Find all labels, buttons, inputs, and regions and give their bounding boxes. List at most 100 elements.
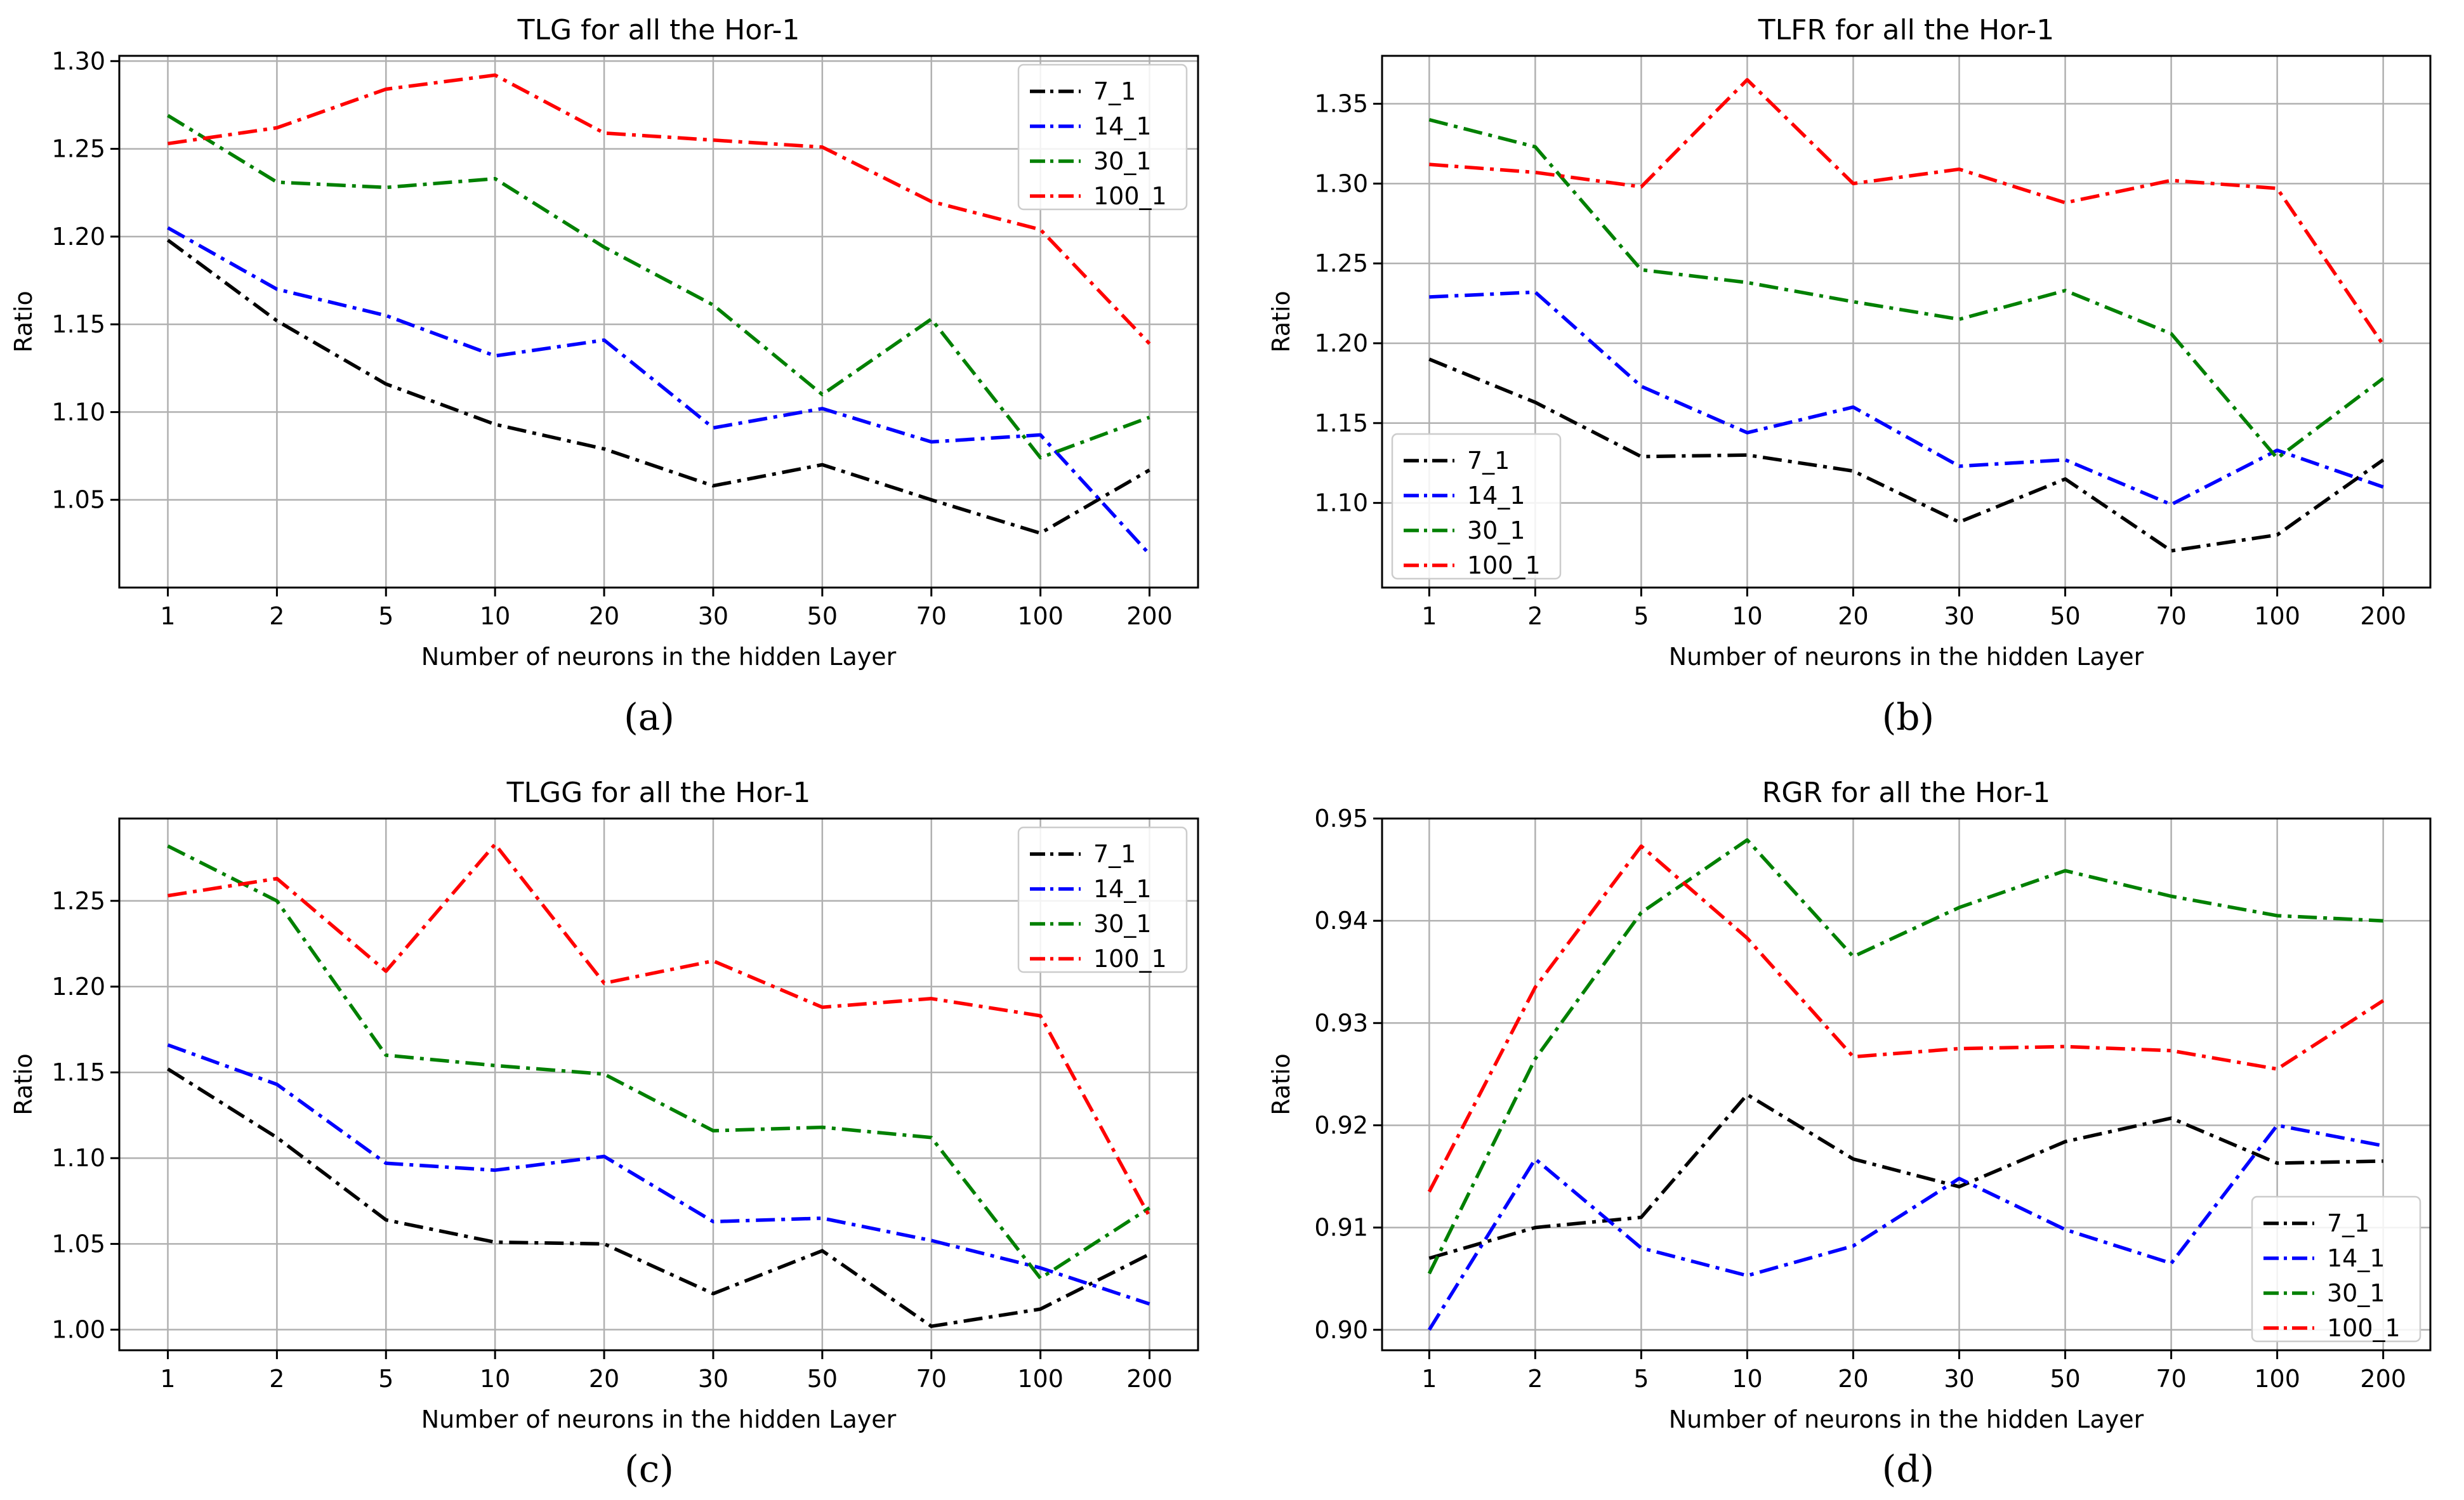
x-tick-label: 5 <box>378 1365 393 1393</box>
legend: 7_1 14_1 30_1 100_1 <box>1017 63 1188 211</box>
y-tick-label: 1.15 <box>51 310 105 338</box>
y-tick-label: 1.25 <box>51 887 105 915</box>
chart-panel-2: 1 2 5 10 20 30 50 70 100 200 1.10 1.15 1.20 1.25 1.30 1… <box>1267 14 2432 739</box>
series-line-100_1 <box>168 842 1151 1218</box>
legend: 7_1 14_1 30_1 100_1 <box>2251 1195 2421 1343</box>
legend-label: 30_1 <box>1093 910 1152 938</box>
panel-label: (d) <box>1882 1447 1934 1490</box>
x-tick-label: 50 <box>807 1365 838 1393</box>
x-tick-label: 10 <box>1732 1365 1762 1393</box>
series-line-7_1 <box>166 239 1150 536</box>
legend-label: 7_1 <box>1093 77 1136 105</box>
x-tick-label: 10 <box>1732 602 1762 630</box>
legend-label: 100_1 <box>1093 945 1167 973</box>
x-tick-label: 100 <box>1017 1365 1064 1393</box>
x-tick-label: 1 <box>160 602 175 630</box>
series-line-100_1 <box>1429 77 2385 346</box>
x-axis-label: Number of neurons in the hidden Layer <box>1669 643 2144 671</box>
legend: 7_1 14_1 30_1 100_1 <box>1017 826 1188 973</box>
x-tick-label: 100 <box>1017 602 1064 630</box>
grid-lines <box>119 56 1198 588</box>
y-tick-label: 1.10 <box>51 1144 105 1172</box>
plot-frame <box>1381 817 2432 1352</box>
y-tick-label: 1.00 <box>51 1316 105 1344</box>
series-line-30_1 <box>167 844 1150 1280</box>
x-tick-label: 30 <box>698 602 728 630</box>
y-tick-label: 1.25 <box>1314 249 1368 277</box>
y-tick-label: 1.35 <box>1314 89 1368 117</box>
legend-label: 14_1 <box>1467 482 1525 510</box>
x-tick-label: 2 <box>1527 1365 1543 1393</box>
legend-box <box>1391 433 1562 580</box>
panel-label: (b) <box>1882 695 1934 739</box>
y-tick-label: 1.05 <box>51 486 105 514</box>
series-line-30_1 <box>1428 118 2385 460</box>
y-tick-label: 0.92 <box>1314 1111 1368 1139</box>
panel-label: (c) <box>624 1447 674 1490</box>
legend-box <box>1017 826 1188 973</box>
y-tick-label: 1.20 <box>51 223 105 251</box>
y-tick-label: 1.10 <box>51 398 105 426</box>
series-line-100_1 <box>168 73 1151 345</box>
y-tick-label: 0.95 <box>1314 805 1368 832</box>
x-tick-label: 5 <box>378 602 393 630</box>
y-tick-label: 1.20 <box>1314 329 1368 357</box>
chart-title: TLGG for all the Hor-1 <box>506 777 811 809</box>
chart-title: TLFR for all the Hor-1 <box>1758 14 2055 46</box>
chart-title: RGR for all the Hor-1 <box>1762 777 2050 809</box>
legend-label: 30_1 <box>1093 147 1152 175</box>
legend-label: 14_1 <box>1093 875 1152 903</box>
series-line-30_1 <box>1427 838 2383 1275</box>
legend-box <box>1017 63 1188 211</box>
legend-label: 100_1 <box>1467 551 1541 579</box>
plot-frame <box>118 55 1199 589</box>
chart-panel-3: 1 2 5 10 20 30 50 70 100 200 1.00 1.05 1.10 1.15 1.20 1… <box>10 777 1199 1490</box>
x-tick-label: 70 <box>2156 1365 2186 1393</box>
y-tick-label: 0.90 <box>1314 1316 1368 1344</box>
x-axis-label: Number of neurons in the hidden Layer <box>1669 1405 2144 1433</box>
x-tick-label: 100 <box>2254 602 2300 630</box>
y-tick-label: 0.94 <box>1314 907 1368 935</box>
panel-label: (a) <box>624 695 675 739</box>
chart-title: TLG for all the Hor-1 <box>517 14 800 46</box>
series-line-14_1 <box>1427 1123 2384 1331</box>
x-axis-label: Number of neurons in the hidden Layer <box>421 1405 897 1433</box>
grid-lines <box>1382 56 2430 588</box>
plot-frame <box>118 817 1199 1352</box>
y-tick-label: 1.15 <box>1314 409 1368 437</box>
legend-box <box>2251 1195 2421 1343</box>
x-tick-label: 1 <box>1421 602 1437 630</box>
y-tick-label: 1.10 <box>1314 489 1368 517</box>
legend-label: 100_1 <box>2327 1314 2401 1342</box>
x-tick-label: 1 <box>1421 1365 1437 1393</box>
x-tick-label: 20 <box>589 1365 619 1393</box>
x-tick-label: 2 <box>269 1365 284 1393</box>
series-line-7_1 <box>167 1067 1150 1328</box>
chart-panel-4: 1 2 5 10 20 30 50 70 100 200 0.90 0.91 0.92 0.93 0.94 0… <box>1267 777 2432 1490</box>
legend-label: 7_1 <box>2327 1209 2369 1237</box>
x-tick-label: 1 <box>160 1365 175 1393</box>
series-line-7_1 <box>1428 1093 2383 1260</box>
series-line-14_1 <box>167 226 1151 556</box>
x-tick-label: 100 <box>2254 1365 2300 1393</box>
x-tick-label: 20 <box>1838 1365 1868 1393</box>
x-tick-label: 10 <box>480 1365 510 1393</box>
grid-lines <box>119 819 1198 1350</box>
y-tick-label: 1.25 <box>51 135 105 163</box>
y-axis-label: Ratio <box>1267 1053 1295 1115</box>
y-tick-label: 1.05 <box>51 1230 105 1258</box>
series-line-14_1 <box>167 1043 1150 1306</box>
x-tick-label: 70 <box>916 1365 947 1393</box>
x-tick-label: 20 <box>1838 602 1868 630</box>
legend: 7_1 14_1 30_1 100_1 <box>1391 433 1562 580</box>
x-tick-label: 5 <box>1633 1365 1649 1393</box>
x-tick-label: 50 <box>807 602 838 630</box>
y-tick-label: 1.30 <box>51 47 105 75</box>
legend-label: 30_1 <box>2327 1279 2385 1307</box>
x-axis-label: Number of neurons in the hidden Layer <box>421 643 897 671</box>
legend-label: 30_1 <box>1467 516 1525 544</box>
chart-panel-1: 1 2 5 10 20 30 50 70 100 200 1.05 1.10 1.15 1.20 1.25 1… <box>10 14 1199 739</box>
x-tick-label: 50 <box>2050 1365 2080 1393</box>
y-tick-label: 1.20 <box>51 973 105 1001</box>
